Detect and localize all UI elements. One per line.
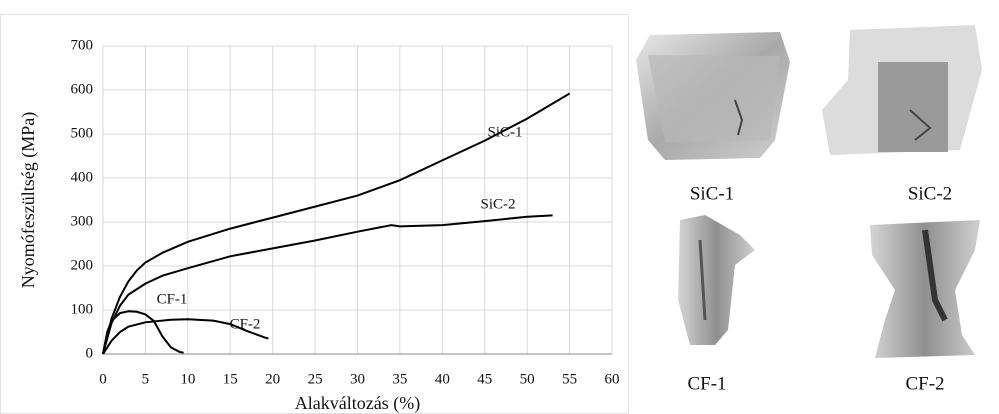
- x-tick-label: 10: [180, 371, 195, 387]
- x-tick-label: 15: [223, 371, 238, 387]
- x-tick-label: 35: [392, 371, 407, 387]
- photo-cf-2: [870, 220, 980, 358]
- x-tick-label: 40: [435, 371, 450, 387]
- y-tick-label: 700: [71, 37, 94, 53]
- series-label: CF-1: [157, 291, 188, 307]
- series-line: [103, 311, 184, 354]
- y-axis-label: Nyomófeszültség (MPa): [18, 112, 39, 288]
- x-tick-label: 60: [605, 371, 620, 387]
- figure: 0 100 200 300 400 500 600 700 0 5 10 15 20 25 30 35 40 45…: [0, 0, 999, 414]
- x-tick-label: 45: [477, 371, 492, 387]
- y-tick-label: 300: [71, 213, 94, 229]
- y-tick-label: 100: [71, 301, 94, 317]
- x-tick-label: 25: [308, 371, 323, 387]
- photo-sic-1: [636, 32, 790, 160]
- x-tick-label: 55: [562, 371, 577, 387]
- series-label: SiC-2: [480, 196, 515, 212]
- chart: 0 100 200 300 400 500 600 700 0 5 10 15 20 25 30 35 40 45…: [18, 37, 619, 414]
- x-tick-label: 20: [265, 371, 280, 387]
- y-tick-label: 200: [71, 257, 94, 273]
- photo-caption: CF-1: [687, 373, 726, 394]
- x-tick-label: 5: [142, 371, 150, 387]
- photo-cf-1: [678, 215, 755, 345]
- photo-caption: CF-2: [905, 373, 944, 394]
- x-tick-label: 50: [520, 371, 535, 387]
- series-label: SiC-1: [487, 124, 522, 140]
- y-tick-label: 500: [71, 125, 94, 141]
- y-tick-label: 600: [71, 81, 94, 97]
- photo-caption: SiC-1: [690, 183, 734, 204]
- photo-caption: SiC-2: [908, 183, 952, 204]
- x-tick-label: 0: [99, 371, 107, 387]
- x-axis-label: Alakváltozás (%): [295, 393, 420, 414]
- y-tick-label: 400: [71, 169, 94, 185]
- x-tick-label: 30: [350, 371, 365, 387]
- photo-sic-2: [822, 25, 982, 155]
- y-tick-label: 0: [86, 345, 94, 361]
- series-label: CF-2: [230, 316, 261, 332]
